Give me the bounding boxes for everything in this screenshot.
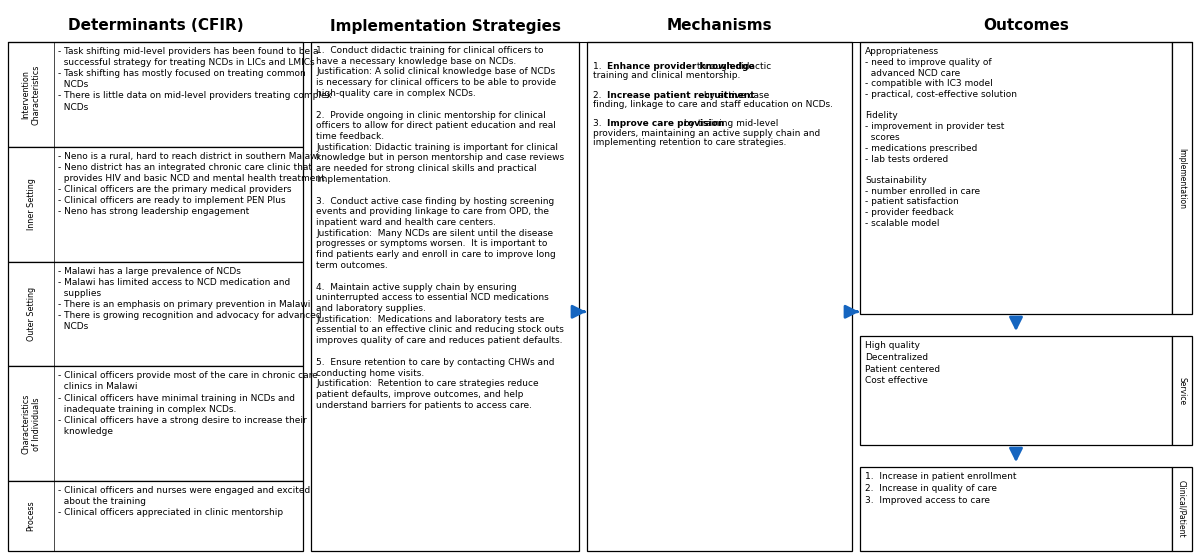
Text: - Clinical officers provide most of the care in chronic care
  clinics in Malawi: - Clinical officers provide most of the … xyxy=(58,371,318,436)
Text: providers, maintaining an active supply chain and: providers, maintaining an active supply … xyxy=(593,128,821,137)
Text: Increase patient recruitment: Increase patient recruitment xyxy=(606,91,754,100)
Text: implementing retention to care strategies.: implementing retention to care strategie… xyxy=(593,138,786,147)
Text: Appropriateness
- need to improve quality of
  advanced NCD care
- compatible wi: Appropriateness - need to improve qualit… xyxy=(865,47,1018,228)
Text: Intervention
Characteristics: Intervention Characteristics xyxy=(22,64,41,125)
Text: - Malawi has a large prevalence of NCDs
- Malawi has limited access to NCD medic: - Malawi has a large prevalence of NCDs … xyxy=(58,266,322,331)
Text: Mechanisms: Mechanisms xyxy=(667,18,773,33)
Bar xyxy=(860,42,1172,314)
Text: Improve care provision: Improve care provision xyxy=(606,119,724,128)
Text: Implementation Strategies: Implementation Strategies xyxy=(330,18,560,33)
Text: 1.: 1. xyxy=(593,62,607,71)
Text: - Neno is a rural, hard to reach district in southern Malawi
- Neno district has: - Neno is a rural, hard to reach distric… xyxy=(58,152,325,216)
Text: Enhance provider knowledge: Enhance provider knowledge xyxy=(606,62,754,71)
Text: Outcomes: Outcomes xyxy=(983,18,1069,33)
Text: - Task shifting mid-level providers has been found to be a
  successful strategy: - Task shifting mid-level providers has … xyxy=(58,47,332,112)
Bar xyxy=(8,481,302,551)
Bar xyxy=(8,261,302,366)
Text: Service: Service xyxy=(1177,376,1187,405)
Text: through didactic: through didactic xyxy=(695,62,772,71)
Text: Determinants (CFIR): Determinants (CFIR) xyxy=(67,18,244,33)
Text: Characteristics
of Individuals: Characteristics of Individuals xyxy=(22,394,41,454)
Text: 1.  Increase in patient enrollment
2.  Increase in quality of care
3.  Improved : 1. Increase in patient enrollment 2. Inc… xyxy=(865,472,1016,505)
Text: - Clinical officers and nurses were engaged and excited
  about the training
- C: - Clinical officers and nurses were enga… xyxy=(58,486,311,517)
Bar xyxy=(8,147,302,261)
Bar xyxy=(587,42,852,551)
Text: Clinical/Patient: Clinical/Patient xyxy=(1177,480,1187,538)
Bar xyxy=(1172,336,1192,445)
Bar xyxy=(8,366,302,481)
Text: training and clinical mentorship.: training and clinical mentorship. xyxy=(593,72,740,81)
Text: Inner Setting: Inner Setting xyxy=(26,178,36,230)
Bar xyxy=(1172,467,1192,551)
Bar xyxy=(1172,42,1192,314)
Text: 3.: 3. xyxy=(593,119,607,128)
Text: High quality
Decentralized
Patient centered
Cost effective: High quality Decentralized Patient cente… xyxy=(865,341,940,385)
Text: 1.  Conduct didactic training for clinical officers to
have a necessary knowledg: 1. Conduct didactic training for clinica… xyxy=(316,46,564,410)
Text: Process: Process xyxy=(26,501,36,532)
Bar xyxy=(311,42,580,551)
Text: finding, linkage to care and staff education on NCDs.: finding, linkage to care and staff educa… xyxy=(593,100,833,109)
Bar xyxy=(860,336,1172,445)
Text: 2.: 2. xyxy=(593,91,607,100)
Text: by training mid-level: by training mid-level xyxy=(680,119,779,128)
Text: by active case: by active case xyxy=(701,91,769,100)
Text: Outer Setting: Outer Setting xyxy=(26,287,36,341)
Bar xyxy=(8,42,302,147)
Bar xyxy=(860,467,1172,551)
Text: Implementation: Implementation xyxy=(1177,148,1187,208)
